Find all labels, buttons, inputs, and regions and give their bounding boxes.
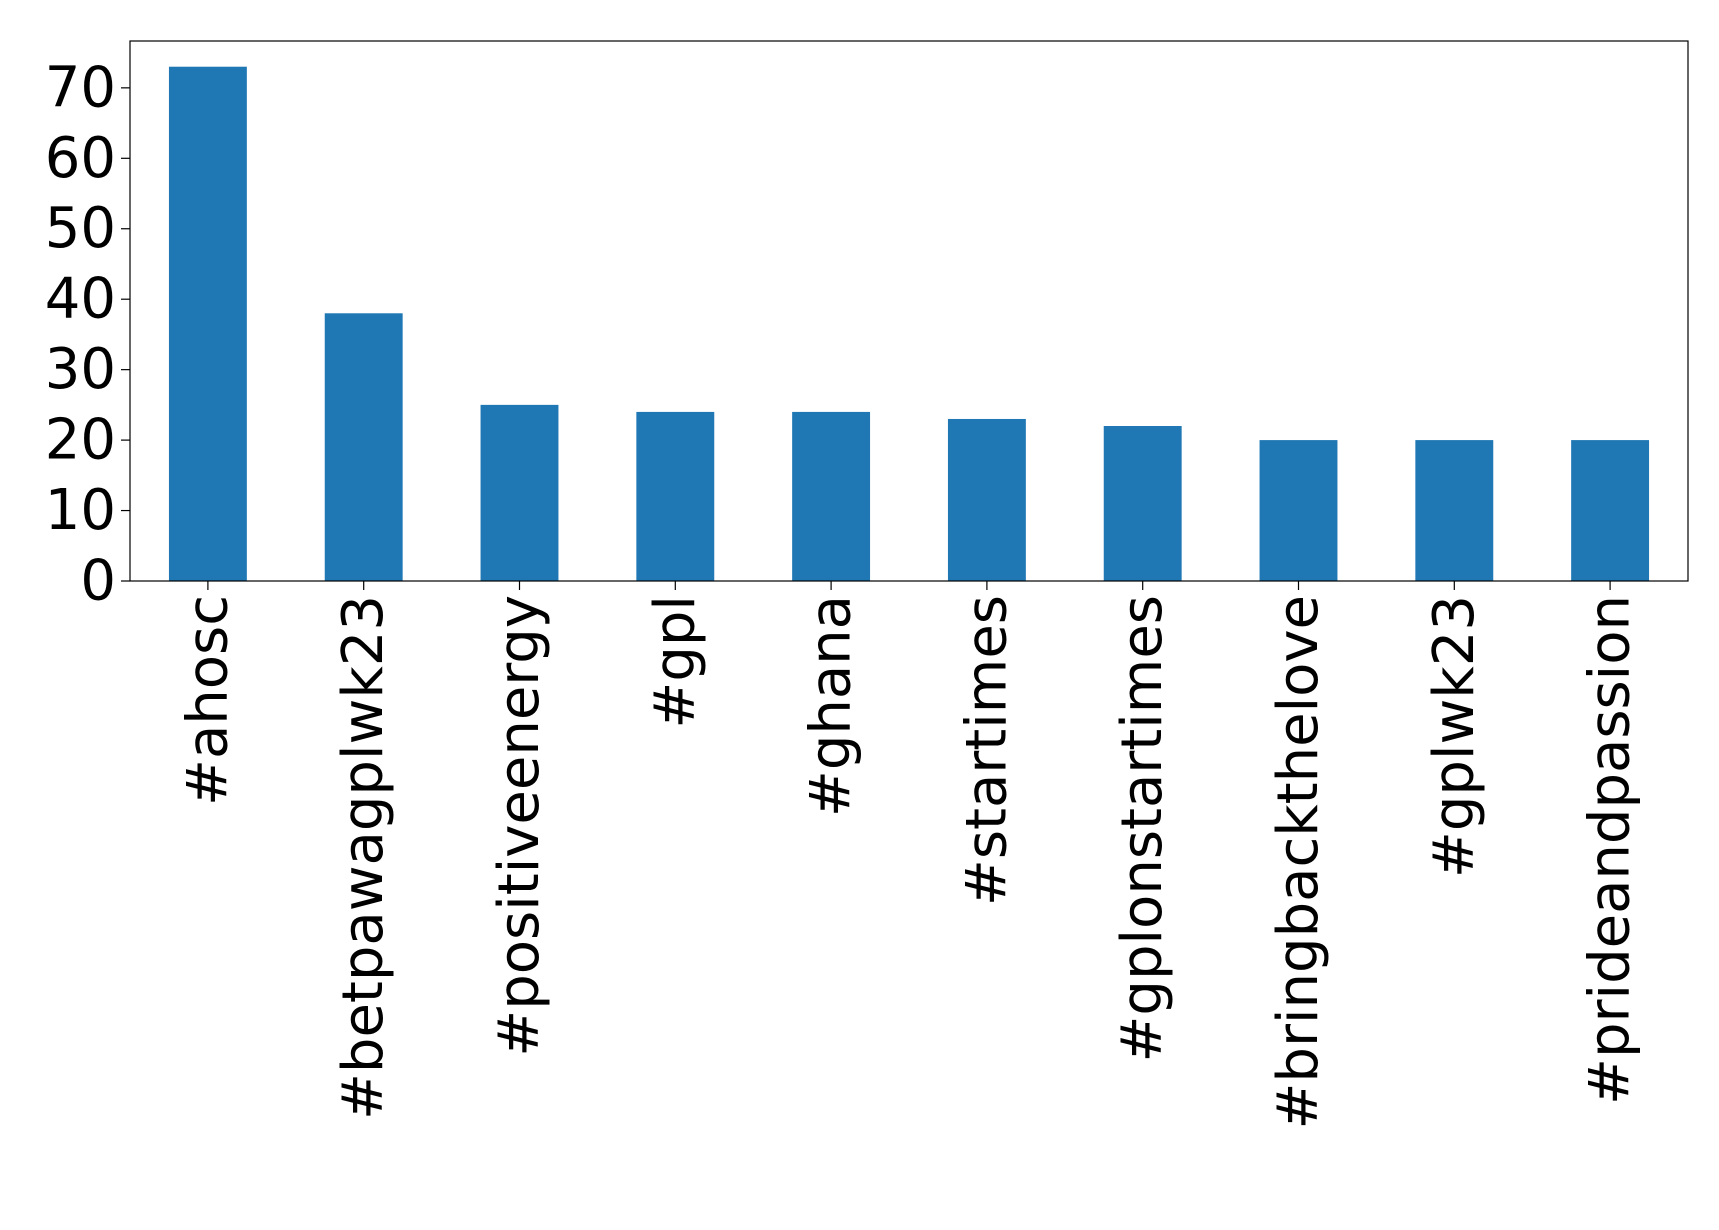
x-tick-label: #ahosc (175, 595, 240, 806)
bar-gplwk23 (1415, 440, 1494, 581)
x-tick-label: #gpl (643, 595, 708, 729)
x-tick-label: #gplonstartimes (1110, 595, 1175, 1063)
plot-frame (129, 40, 1689, 582)
bar-ahosc (168, 66, 247, 581)
bar-ghana (792, 411, 871, 581)
bar-gplonstartimes (1103, 426, 1182, 581)
y-tick-label: 40 (45, 267, 116, 332)
bar-betpawagplwk23 (324, 313, 403, 581)
y-tick-label: 30 (45, 337, 116, 402)
bar-startimes (947, 418, 1026, 581)
x-tick-label: #betpawagplwk23 (331, 595, 396, 1120)
y-tick-label: 60 (45, 126, 116, 191)
x-tick-label: #ghana (799, 595, 864, 817)
bar-gpl (636, 411, 715, 581)
bar-positiveenergy (480, 404, 559, 581)
y-tick-label: 10 (45, 478, 116, 543)
y-tick-label: 70 (45, 55, 116, 120)
bars-layer (168, 66, 1650, 581)
x-tick-label: #gplwk23 (1422, 595, 1487, 878)
y-tick-label: 20 (45, 408, 116, 473)
x-axis: #ahosc #betpawagplwk23 #positiveenergy #gpl… (175, 581, 1643, 1130)
bar-prideandpassion (1571, 440, 1650, 581)
y-tick-label: 0 (80, 549, 116, 614)
x-tick-label: #positiveenergy (487, 595, 552, 1057)
x-tick-label: #bringbackthelove (1266, 595, 1331, 1130)
bar-bringbackthelove (1259, 440, 1338, 581)
x-tick-label: #startimes (954, 595, 1019, 906)
y-tick-label: 50 (45, 196, 116, 261)
x-tick-label: #prideandpassion (1578, 595, 1643, 1105)
